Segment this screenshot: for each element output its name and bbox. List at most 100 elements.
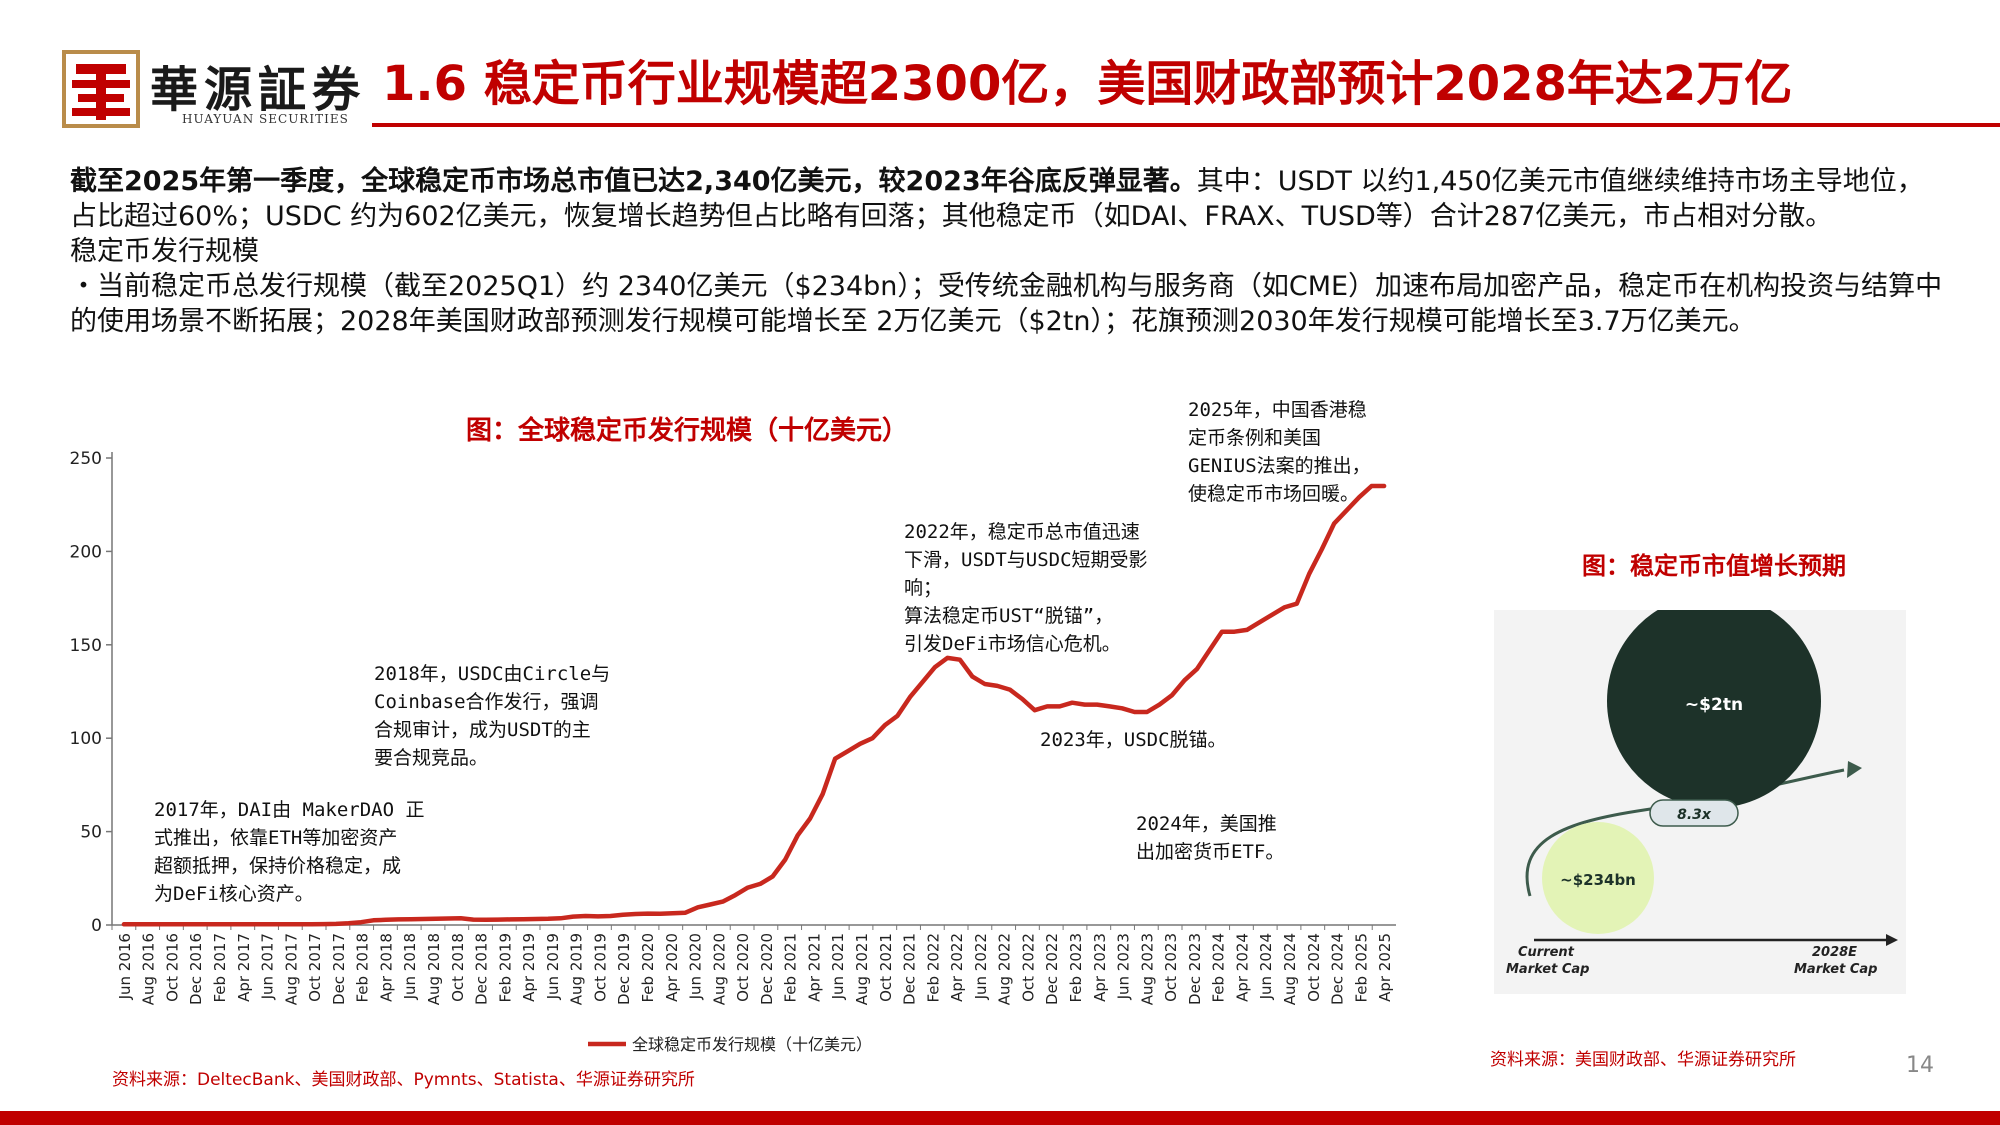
current-axis-label-line1: Current bbox=[1518, 945, 1575, 960]
x-tick-label: Oct 2021 bbox=[877, 933, 895, 1002]
annotation-2017: 2017年，DAI由 MakerDAO 正式推出，依靠ETH等加密资产 超额抵押，… bbox=[154, 796, 424, 908]
annotation-line: 响； bbox=[904, 577, 943, 599]
x-tick-label: Feb 2019 bbox=[496, 933, 514, 1003]
body-text: 截至2025年第一季度，全球稳定币市场总市值已达2,340亿美元，较2023年谷… bbox=[70, 164, 1950, 339]
series-line bbox=[121, 483, 1387, 927]
future-bubble-label: ~$2tn bbox=[1685, 695, 1743, 715]
x-tick-label: Aug 2016 bbox=[140, 933, 158, 1005]
x-tick-label: Jun 2016 bbox=[116, 933, 134, 1000]
x-tick-label: Dec 2019 bbox=[615, 933, 633, 1005]
current-axis-label-line2: Market Cap bbox=[1506, 962, 1589, 977]
bubble-chart-title: 图：稳定币市值增长预期 bbox=[1582, 552, 1846, 580]
multiplier-label: 8.3x bbox=[1677, 807, 1712, 823]
paragraph-market-cap-rest: 其中：USDT 以约1,450亿美元市值继续维持市场主导地位，占比超过60%；U… bbox=[70, 166, 1924, 232]
x-tick-label: Oct 2022 bbox=[1019, 933, 1037, 1002]
paragraph-market-cap-bold: 截至2025年第一季度，全球稳定币市场总市值已达2,340亿美元，较2023年谷… bbox=[70, 166, 1197, 197]
x-tick-label: Feb 2024 bbox=[1210, 933, 1228, 1003]
future-axis-label-line1: 2028E bbox=[1812, 945, 1857, 960]
x-tick-label: Jun 2023 bbox=[1115, 933, 1133, 1000]
x-tick-label: Apr 2024 bbox=[1233, 933, 1251, 1002]
annotation-line: 要合规竞品。 bbox=[374, 747, 489, 769]
x-tick-label: Aug 2019 bbox=[568, 933, 586, 1005]
x-tick-label: Jun 2018 bbox=[401, 933, 419, 1000]
future-bubble bbox=[1607, 610, 1821, 808]
multiplier-pill bbox=[1649, 799, 1739, 827]
annotation-line: 超额抵押，保持价格稳定，成 bbox=[154, 855, 402, 877]
x-tick-label: Feb 2025 bbox=[1352, 933, 1370, 1003]
x-tick-label: Aug 2024 bbox=[1281, 933, 1299, 1005]
x-tick-label: Oct 2023 bbox=[1162, 933, 1180, 1002]
x-tick-label: Dec 2022 bbox=[1043, 933, 1061, 1005]
annotation-2022: 2022年，稳定币总市值迅速 下滑，USDT与USDC短期受影 响； 算法稳定币UST… bbox=[904, 518, 1148, 658]
x-tick-label: Aug 2020 bbox=[710, 933, 728, 1005]
x-tick-label: Oct 2018 bbox=[449, 933, 467, 1002]
annotation-line: 2018年，USDC由Circle与 bbox=[374, 663, 611, 685]
annotation-line: 合规审计，成为USDT的主 bbox=[374, 719, 591, 741]
annotation-line: 使稳定币市场回暖。 bbox=[1188, 483, 1360, 505]
x-tick-label: Feb 2020 bbox=[639, 933, 657, 1003]
x-tick-label: Feb 2017 bbox=[211, 933, 229, 1003]
annotation-line: 2023年，USDC脱锚。 bbox=[1040, 729, 1227, 751]
annotation-line: GENIUS法案的推出， bbox=[1188, 455, 1371, 477]
page-number: 14 bbox=[1906, 1053, 1934, 1078]
annotation-line: 引发DeFi市场信心危机。 bbox=[904, 633, 1121, 655]
annotation-line: 为DeFi核心资产。 bbox=[154, 883, 314, 905]
x-tick-label: Dec 2020 bbox=[758, 933, 776, 1005]
annotation-line: 下滑，USDT与USDC短期受影 bbox=[904, 549, 1148, 571]
y-tick-label: 150 bbox=[70, 636, 102, 656]
x-tick-label: Apr 2025 bbox=[1376, 933, 1394, 1002]
annotation-line: 2024年，美国推 bbox=[1136, 813, 1277, 835]
annotation-line: 算法稳定币UST“脱锚”， bbox=[904, 605, 1114, 627]
x-tick-label: Jun 2019 bbox=[544, 933, 562, 1000]
bubble-chart: ~$2tn ~$234bn 8.3x Current Market Cap 20… bbox=[1494, 610, 1906, 994]
x-tick-label: Feb 2023 bbox=[1067, 933, 1085, 1003]
x-tick-label: Apr 2022 bbox=[948, 933, 966, 1002]
x-tick-label: Aug 2018 bbox=[425, 933, 443, 1005]
x-tick-label: Jun 2021 bbox=[829, 933, 847, 1000]
annotation-2025: 2025年，中国香港稳 定币条例和美国 GENIUS法案的推出， 使稳定币市场回暖。 bbox=[1188, 396, 1371, 508]
x-tick-label: Apr 2017 bbox=[235, 933, 253, 1002]
x-tick-label: Jun 2020 bbox=[687, 933, 705, 1000]
paragraph-issuance: ・当前稳定币总发行规模（截至2025Q1）约 2340亿美元（$234bn）；受… bbox=[70, 271, 1943, 337]
x-tick-label: Aug 2021 bbox=[853, 933, 871, 1005]
source-note-right: 资料来源：美国财政部、华源证券研究所 bbox=[1490, 1050, 1796, 1070]
logo-name: 華源証券 bbox=[150, 62, 367, 118]
x-tick-label: Oct 2017 bbox=[306, 933, 324, 1002]
paragraph-market-cap: 截至2025年第一季度，全球稳定币市场总市值已达2,340亿美元，较2023年谷… bbox=[70, 164, 1950, 234]
baseline-arrow-icon bbox=[1886, 934, 1898, 946]
x-tick-label: Feb 2021 bbox=[782, 933, 800, 1003]
growth-arrow-icon bbox=[1847, 761, 1862, 778]
line-chart: 0 50 100 150 200 250 Jun 2016 Aug 2016 Oct 2016 D… bbox=[70, 449, 1396, 1054]
x-tick-label: Oct 2020 bbox=[734, 933, 752, 1002]
x-tick-label: Feb 2018 bbox=[354, 933, 372, 1003]
x-tick-label: Aug 2023 bbox=[1138, 933, 1156, 1005]
annotation-line: 2017年，DAI由 MakerDAO 正 bbox=[154, 799, 425, 821]
current-bubble-label: ~$234bn bbox=[1560, 871, 1636, 889]
y-tick-label: 200 bbox=[70, 542, 102, 562]
slide-title: 1.6 稳定币行业规模超2300亿，美国财政部预计2028年达2万亿 bbox=[382, 56, 1793, 112]
annotation-line: 出加密货币ETF。 bbox=[1136, 841, 1285, 863]
annotation-line: 定币条例和美国 bbox=[1188, 427, 1322, 449]
annotation-2018: 2018年，USDC由Circle与 Coinbase合作发行，强调 合规审计，成为… bbox=[374, 660, 610, 772]
x-tick-label: Jun 2017 bbox=[259, 933, 277, 1000]
footer-bar bbox=[0, 1111, 2000, 1125]
annotation-line: 2025年，中国香港稳 bbox=[1188, 399, 1367, 421]
x-tick-label: Oct 2019 bbox=[591, 933, 609, 1002]
paragraph-heading: 稳定币发行规模 bbox=[70, 236, 259, 267]
x-tick-label: Dec 2016 bbox=[187, 933, 205, 1005]
future-axis-label-line2: Market Cap bbox=[1794, 962, 1877, 977]
x-tick-label: Aug 2022 bbox=[996, 933, 1014, 1005]
title-divider bbox=[372, 123, 2000, 127]
x-tick-label: Apr 2018 bbox=[377, 933, 395, 1002]
annotation-2023: 2023年，USDC脱锚。 bbox=[1040, 726, 1227, 754]
annotation-line: 2022年，稳定币总市值迅速 bbox=[904, 521, 1140, 543]
annotation-line: Coinbase合作发行，强调 bbox=[374, 691, 599, 713]
logo-english-name: HUAYUAN SECURITIES bbox=[182, 112, 349, 126]
x-tick-label: Aug 2017 bbox=[282, 933, 300, 1005]
x-tick-label: Apr 2021 bbox=[805, 933, 823, 1002]
x-tick-label: Oct 2016 bbox=[163, 933, 181, 1002]
annotation-2024: 2024年，美国推 出加密货币ETF。 bbox=[1136, 810, 1284, 866]
x-tick-label: Oct 2024 bbox=[1305, 933, 1323, 1002]
x-tick-label: Apr 2019 bbox=[520, 933, 538, 1002]
y-tick-label: 0 bbox=[91, 916, 102, 936]
